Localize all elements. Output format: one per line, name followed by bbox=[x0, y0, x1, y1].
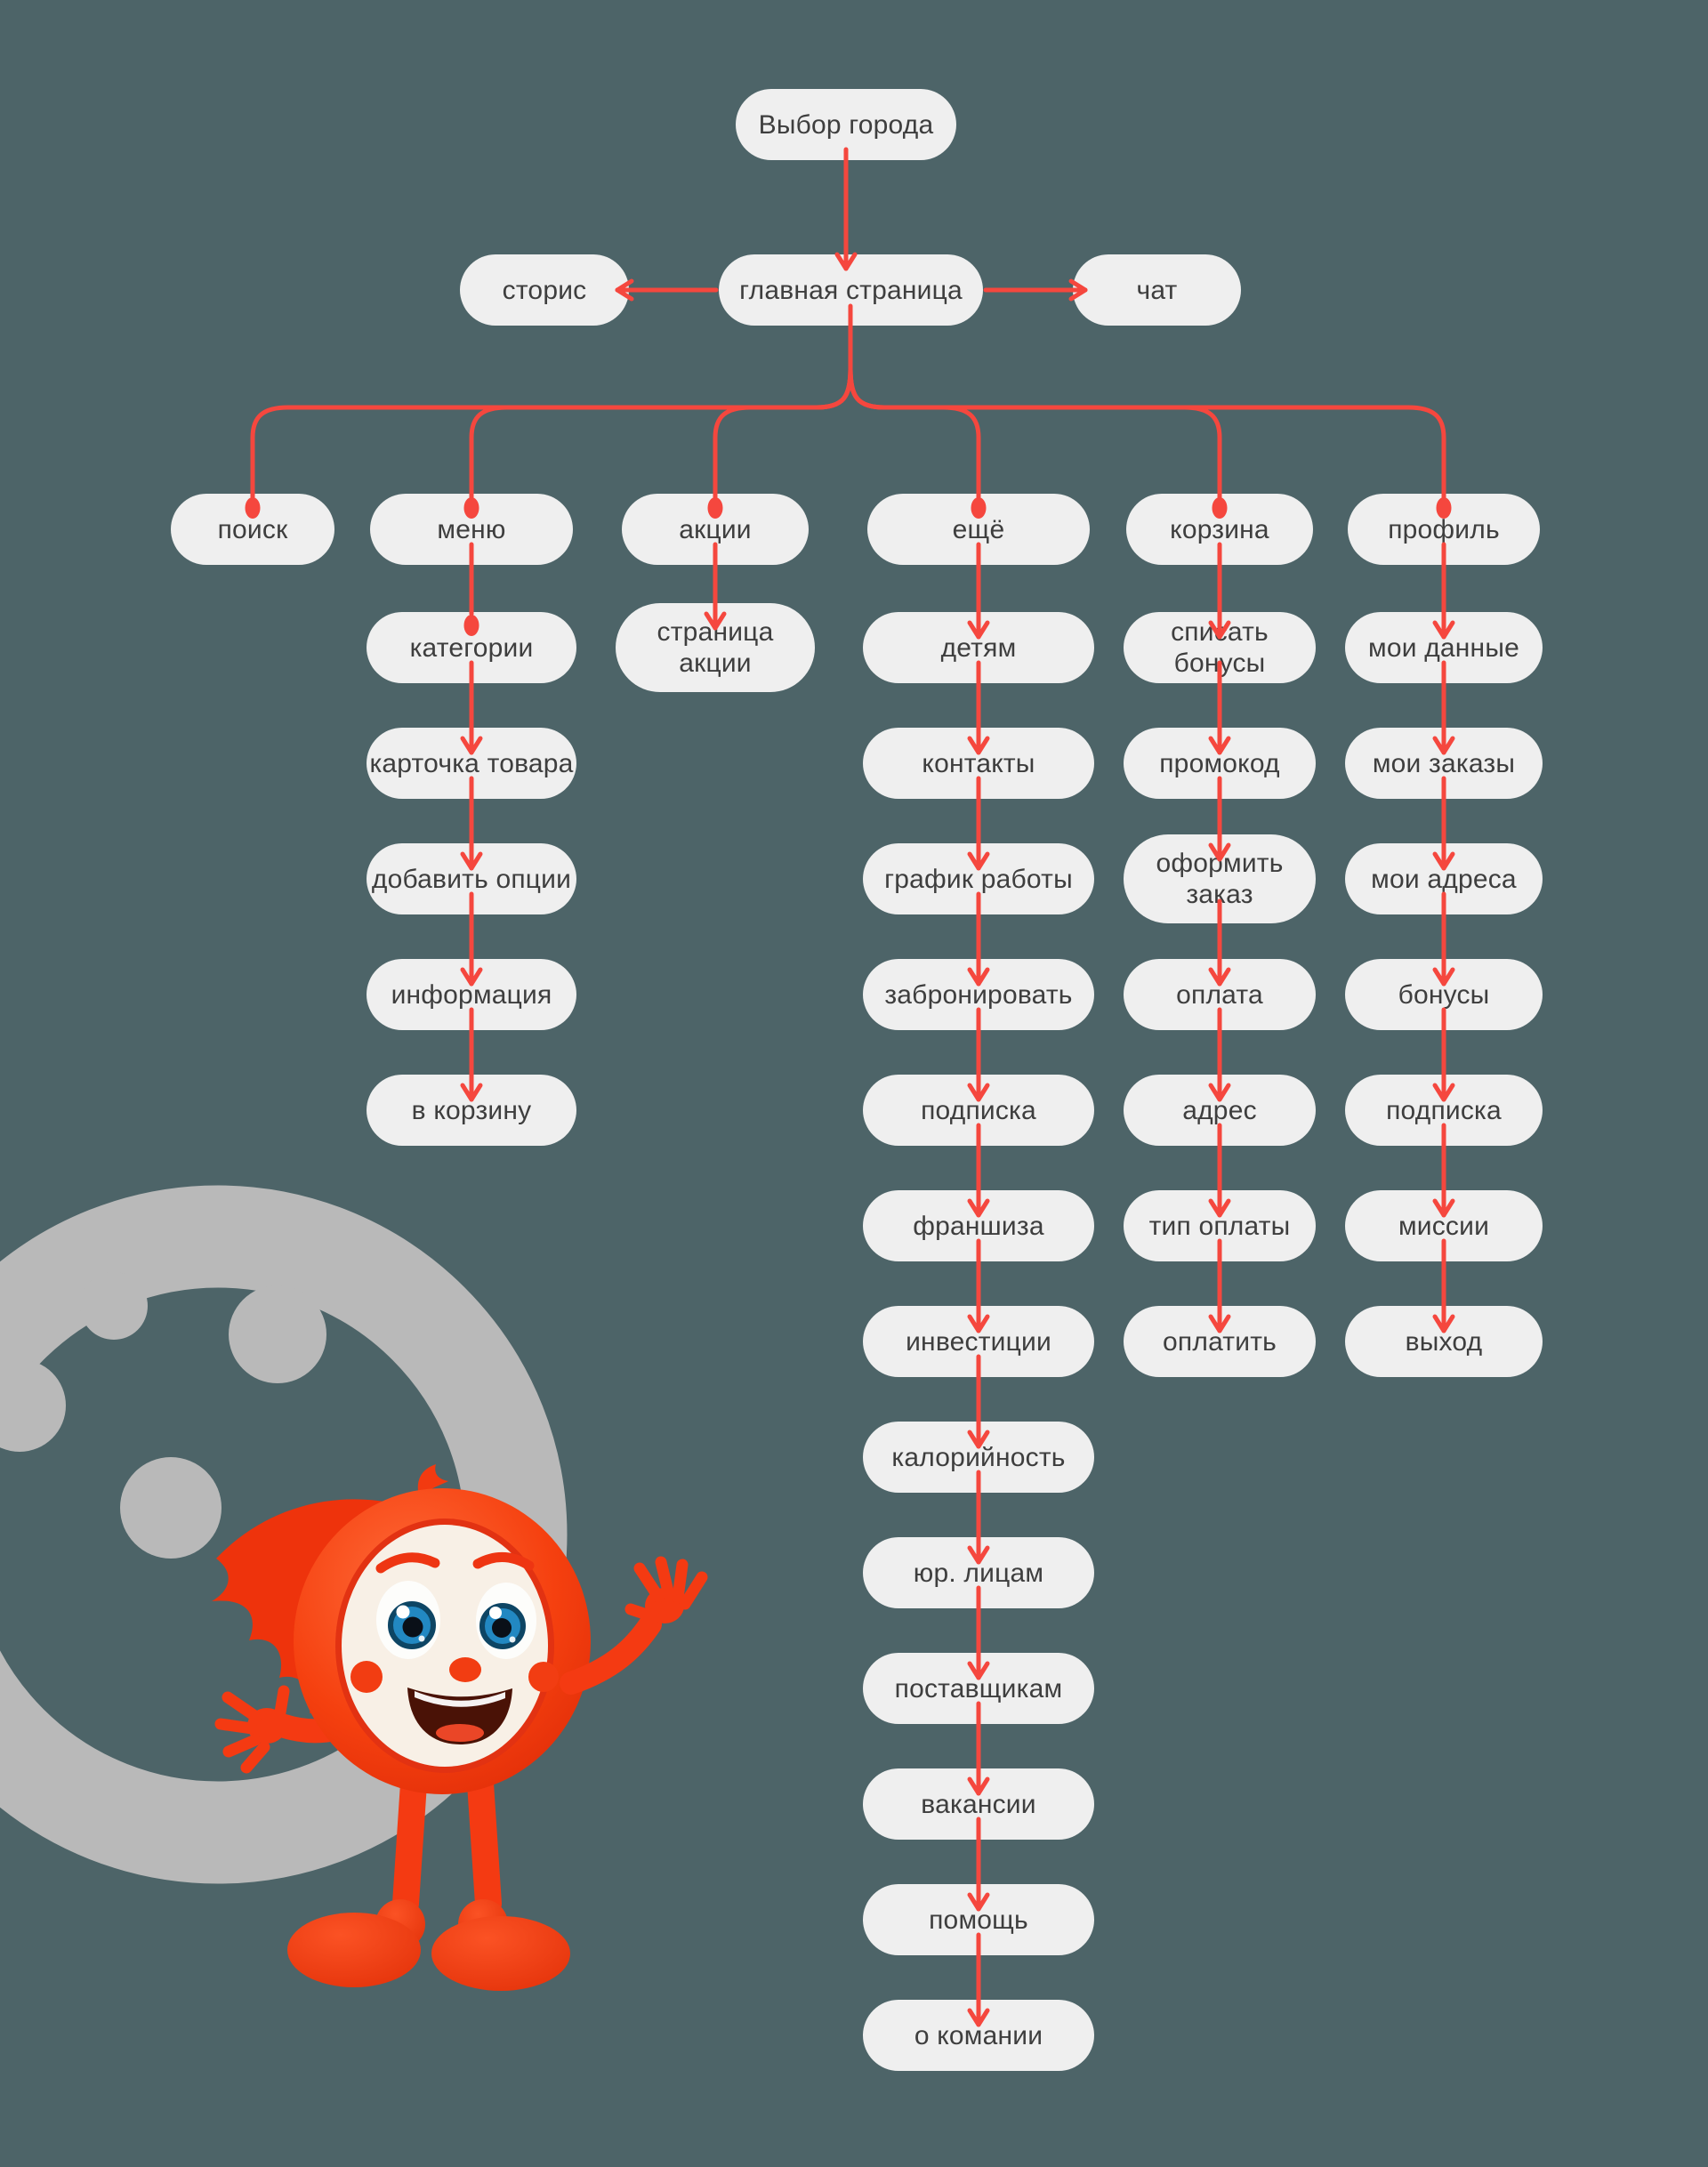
node-oplatit: оплатить bbox=[1124, 1306, 1316, 1377]
node-v-korzinu: в корзину bbox=[367, 1075, 576, 1146]
node-profil: профиль bbox=[1348, 494, 1540, 565]
node-tip-oplaty: тип оплаты bbox=[1124, 1190, 1316, 1261]
node-storis: сторис bbox=[460, 254, 629, 326]
node-eshchyo: ещё bbox=[867, 494, 1090, 565]
node-kontakty: контакты bbox=[863, 728, 1094, 799]
node-stranica-akcii: страница акции bbox=[616, 603, 815, 692]
node-oplata: оплата bbox=[1124, 959, 1316, 1030]
node-o-komanii: о комании bbox=[863, 2000, 1094, 2071]
node-zabronirovat: забронировать bbox=[863, 959, 1094, 1030]
node-vybor-goroda: Выбор города bbox=[736, 89, 956, 160]
mascot-icon bbox=[212, 1464, 708, 1991]
node-vyhod: выход bbox=[1345, 1306, 1543, 1377]
node-bonusy: бонусы bbox=[1345, 959, 1543, 1030]
node-missii: миссии bbox=[1345, 1190, 1543, 1261]
node-podpiska-profil: подписка bbox=[1345, 1075, 1543, 1146]
node-moi-zakazy: мои заказы bbox=[1345, 728, 1543, 799]
node-vakansii: вакансии bbox=[863, 1768, 1094, 1840]
node-oformit-zakaz: оформить заказ bbox=[1124, 834, 1316, 923]
node-chat: чат bbox=[1073, 254, 1241, 326]
node-akcii: акции bbox=[622, 494, 809, 565]
node-yur-licam: юр. лицам bbox=[863, 1537, 1094, 1608]
node-franshiza: франшиза bbox=[863, 1190, 1094, 1261]
node-kalorijnost: калорийность bbox=[863, 1422, 1094, 1493]
node-pomoshch: помощь bbox=[863, 1884, 1094, 1955]
node-detyam: детям bbox=[863, 612, 1094, 683]
node-kartochka-tovara: карточка товара bbox=[367, 728, 576, 799]
node-spisat-bonusy: списать бонусы bbox=[1124, 612, 1316, 683]
node-informaciya: информация bbox=[367, 959, 576, 1030]
node-moi-adresa: мои адреса bbox=[1345, 843, 1543, 914]
node-podpiska-eshchyo: подписка bbox=[863, 1075, 1094, 1146]
node-moi-dannye: мои данные bbox=[1345, 612, 1543, 683]
node-menyu: меню bbox=[370, 494, 573, 565]
node-glavnaya-stranica: главная страница bbox=[719, 254, 983, 326]
node-poisk: поиск bbox=[171, 494, 334, 565]
node-promokod: промокод bbox=[1124, 728, 1316, 799]
node-grafik-raboty: график работы bbox=[863, 843, 1094, 914]
node-kategorii: категории bbox=[367, 612, 576, 683]
node-korzina: корзина bbox=[1126, 494, 1313, 565]
node-investicii: инвестиции bbox=[863, 1306, 1094, 1377]
node-dobavit-opcii: добавить опции bbox=[367, 843, 576, 914]
node-adres: адрес bbox=[1124, 1075, 1316, 1146]
node-postavshchikam: поставщикам bbox=[863, 1653, 1094, 1724]
